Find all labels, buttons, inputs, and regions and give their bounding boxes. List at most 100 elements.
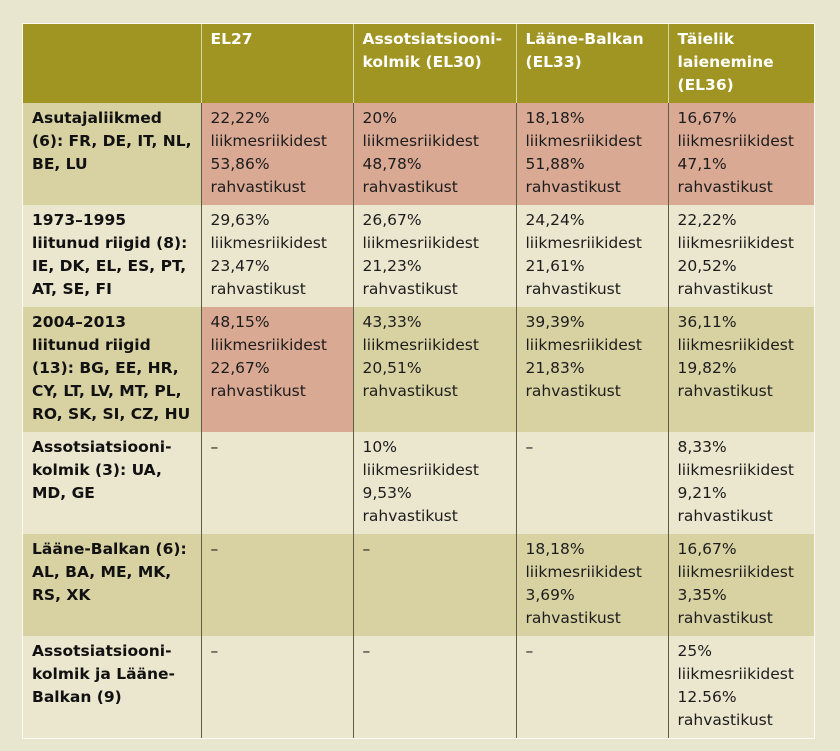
cell-line: liikmesriikidest: [677, 461, 794, 479]
enlargement-voting-share-table: EL27 Assotsiatsiooni- kolmik (EL30) Lään…: [23, 24, 814, 738]
cell-el30: –: [352, 636, 516, 738]
row-label-line: RS, XK: [32, 586, 91, 604]
cell-value: –: [362, 540, 371, 558]
cell-line: 47,1%: [677, 155, 727, 173]
cell-el36: 25% liikmesriikidest 12.56% rahvastikust: [667, 636, 814, 738]
table-header-row: EL27 Assotsiatsiooni- kolmik (EL30) Lään…: [23, 24, 814, 103]
cell-line: 53,86%: [210, 155, 270, 173]
cell-line: liikmesriikidest: [362, 336, 479, 354]
cell-value: 43,33%: [362, 313, 422, 331]
row-label-line: kolmik ja Lääne-: [32, 665, 175, 683]
cell-value: 18,18%: [525, 540, 585, 558]
cell-line: rahvastikust: [362, 507, 458, 525]
header-line: EL27: [210, 30, 253, 48]
cell-el30: 43,33% liikmesriikidest 20,51% rahvastikust: [352, 307, 516, 432]
cell-line: 12.56%: [677, 688, 737, 706]
cell-el30: 26,67% liikmesriikidest 21,23% rahvastikust: [352, 205, 516, 307]
cell-el33: 39,39% liikmesriikidest 21,83% rahvastikust: [515, 307, 668, 432]
cell-line: liikmesriikidest: [362, 132, 479, 150]
row-label-line: 1973–1995: [32, 211, 127, 229]
cell-value: 22,22%: [210, 109, 270, 127]
cell-value: 29,63%: [210, 211, 270, 229]
cell-line: 3,35%: [677, 586, 727, 604]
cell-line: liikmesriikidest: [525, 563, 642, 581]
row-label-line: Assotsiatsiooni-: [32, 438, 172, 456]
cell-value: 25%: [677, 642, 712, 660]
row-label-line: BE, LU: [32, 155, 88, 173]
cell-line: 23,47%: [210, 257, 270, 275]
cell-line: liikmesriikidest: [677, 234, 794, 252]
row-label: 2004–2013 liitunud riigid (13): BG, EE, HR…: [23, 307, 201, 432]
cell-value: –: [210, 438, 219, 456]
header-el36: Täielik laienemine (EL36): [667, 24, 814, 103]
cell-line: liikmesriikidest: [677, 336, 794, 354]
row-label: Asutajaliikmed (6): FR, DE, IT, NL, BE, LU: [23, 103, 201, 205]
cell-line: 48,78%: [362, 155, 422, 173]
row-label-line: AL, BA, ME, MK,: [32, 563, 172, 581]
cell-el36: 16,67% liikmesriikidest 47,1% rahvastikust: [667, 103, 814, 205]
cell-line: liikmesriikidest: [210, 336, 327, 354]
cell-line: rahvastikust: [677, 382, 773, 400]
header-el33: Lääne-Balkan (EL33): [515, 24, 668, 103]
row-label-line: kolmik (3): UA,: [32, 461, 162, 479]
cell-line: rahvastikust: [525, 280, 621, 298]
row-label: 1973–1995 liitunud riigid (8): IE, DK, EL,…: [23, 205, 201, 307]
cell-el27: –: [200, 636, 353, 738]
row-label-line: CY, LT, LV, MT, PL,: [32, 382, 182, 400]
row-label-line: liitunud riigid (8):: [32, 234, 188, 252]
row-label-line: 2004–2013: [32, 313, 127, 331]
cell-line: liikmesriikidest: [362, 234, 479, 252]
cell-line: rahvastikust: [525, 382, 621, 400]
row-label-line: liitunud riigid: [32, 336, 151, 354]
cell-line: 9,53%: [362, 484, 412, 502]
cell-line: 20,52%: [677, 257, 737, 275]
header-line: Assotsiatsiooni-: [362, 30, 503, 48]
cell-el33: 18,18% liikmesriikidest 3,69% rahvastikust: [515, 534, 668, 636]
cell-line: 3,69%: [525, 586, 575, 604]
header-line: (EL33): [525, 53, 582, 71]
cell-line: rahvastikust: [677, 178, 773, 196]
row-label-line: RO, SK, SI, CZ, HU: [32, 405, 191, 423]
cell-line: rahvastikust: [677, 507, 773, 525]
cell-el27: 22,22% liikmesriikidest 53,86% rahvastikust: [200, 103, 353, 205]
row-label-line: Asutajaliikmed: [32, 109, 162, 127]
row-label-line: MD, GE: [32, 484, 95, 502]
cell-value: 22,22%: [677, 211, 737, 229]
cell-line: rahvastikust: [210, 280, 306, 298]
cell-line: rahvastikust: [677, 609, 773, 627]
cell-line: 21,61%: [525, 257, 585, 275]
cell-line: rahvastikust: [677, 280, 773, 298]
cell-value: –: [210, 642, 219, 660]
row-label: Lääne-Balkan (6): AL, BA, ME, MK, RS, XK: [23, 534, 201, 636]
cell-line: 21,83%: [525, 359, 585, 377]
cell-line: liikmesriikidest: [525, 132, 642, 150]
cell-el30: 10% liikmesriikidest 9,53% rahvastikust: [352, 432, 516, 534]
table-row: Asutajaliikmed (6): FR, DE, IT, NL, BE, LU…: [23, 103, 814, 205]
row-label-line: Lääne-Balkan (6):: [32, 540, 187, 558]
cell-value: 26,67%: [362, 211, 422, 229]
cell-line: rahvastikust: [362, 178, 458, 196]
table-body: Asutajaliikmed (6): FR, DE, IT, NL, BE, LU…: [23, 103, 814, 738]
cell-value: 39,39%: [525, 313, 585, 331]
header-line: Lääne-Balkan: [525, 30, 644, 48]
cell-el36: 22,22% liikmesriikidest 20,52% rahvastikust: [667, 205, 814, 307]
cell-line: rahvastikust: [210, 178, 306, 196]
row-label-line: Balkan (9): [32, 688, 122, 706]
cell-line: liikmesriikidest: [210, 234, 327, 252]
cell-value: 8,33%: [677, 438, 727, 456]
header-line: kolmik (EL30): [362, 53, 482, 71]
row-label-line: AT, SE, FI: [32, 280, 112, 298]
cell-line: liikmesriikidest: [525, 336, 642, 354]
cell-line: 22,67%: [210, 359, 270, 377]
cell-el27: –: [200, 534, 353, 636]
cell-value: 10%: [362, 438, 397, 456]
cell-value: 16,67%: [677, 540, 737, 558]
row-label: Assotsiatsiooni-kolmik (3): UA, MD, GE: [23, 432, 201, 534]
cell-el27: 29,63% liikmesriikidest 23,47% rahvastikust: [200, 205, 353, 307]
cell-value: 20%: [362, 109, 397, 127]
header-empty-corner: [23, 24, 201, 103]
cell-value: –: [525, 438, 534, 456]
cell-line: liikmesriikidest: [525, 234, 642, 252]
row-label: Assotsiatsiooni-kolmik ja Lääne- Balkan (…: [23, 636, 201, 738]
header-line: laienemine: [677, 53, 774, 71]
